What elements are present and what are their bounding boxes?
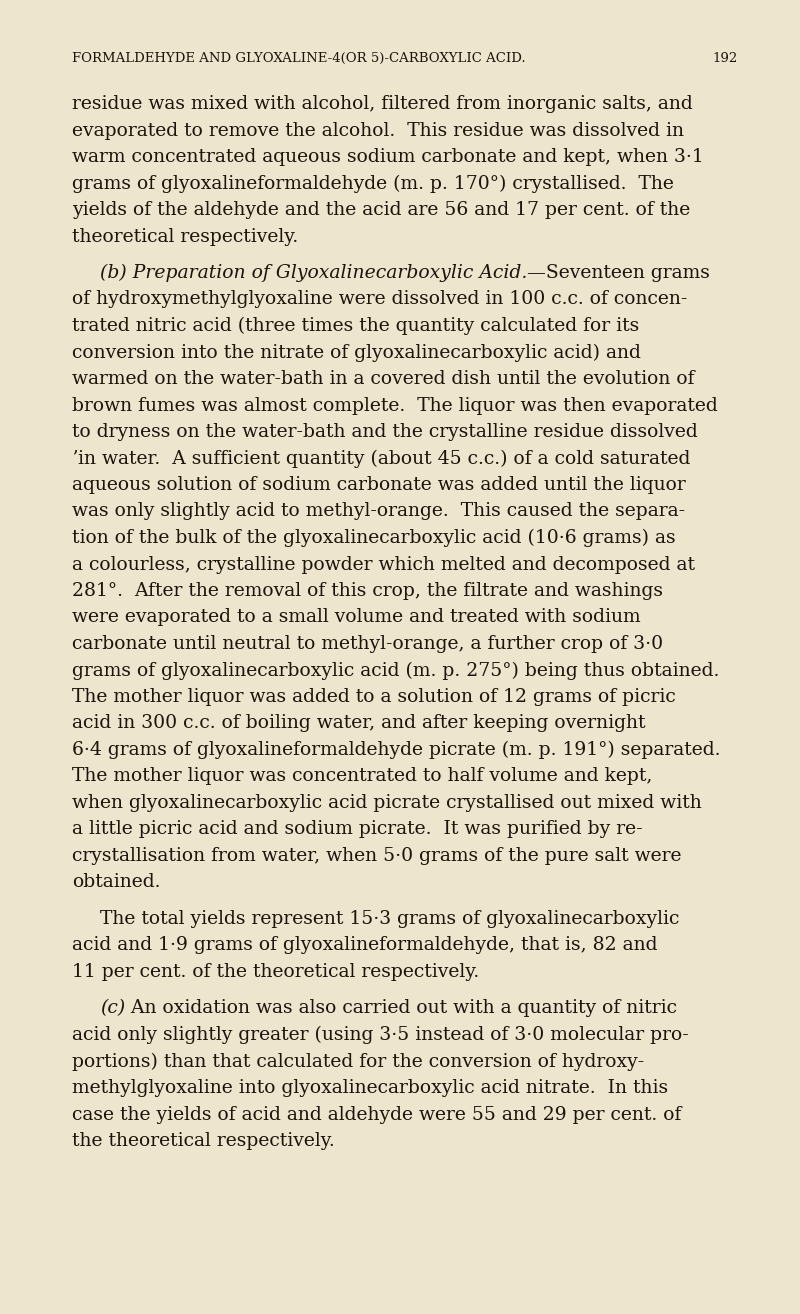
Text: grams of glyoxalineformaldehyde (m. p. 170°) crystallised.  The: grams of glyoxalineformaldehyde (m. p. 1… xyxy=(72,175,674,193)
Text: crystallisation from water, when 5·0 grams of the pure salt were: crystallisation from water, when 5·0 gra… xyxy=(72,848,682,865)
Text: acid in 300 c.c. of boiling water, and after keeping overnight: acid in 300 c.c. of boiling water, and a… xyxy=(72,715,646,732)
Text: warmed on the water-bath in a covered dish until the evolution of: warmed on the water-bath in a covered di… xyxy=(72,371,694,388)
Text: grams of glyoxalinecarboxylic acid (m. p. 275°) being thus obtained.: grams of glyoxalinecarboxylic acid (m. p… xyxy=(72,661,719,679)
Text: brown fumes was almost complete.  The liquor was then evaporated: brown fumes was almost complete. The liq… xyxy=(72,397,718,414)
Text: a colourless, crystalline powder which melted and decomposed at: a colourless, crystalline powder which m… xyxy=(72,556,695,573)
Text: conversion into the nitrate of glyoxalinecarboxylic acid) and: conversion into the nitrate of glyoxalin… xyxy=(72,343,641,361)
Text: warm concentrated aqueous sodium carbonate and kept, when 3·1: warm concentrated aqueous sodium carbona… xyxy=(72,148,704,166)
Text: 6·4 grams of glyoxalineformaldehyde picrate (m. p. 191°) separated.: 6·4 grams of glyoxalineformaldehyde picr… xyxy=(72,741,721,759)
Text: acid and 1·9 grams of glyoxalineformaldehyde, that is, 82 and: acid and 1·9 grams of glyoxalineformalde… xyxy=(72,937,658,954)
Text: FORMALDEHYDE AND GLYOXALINE-4(OR 5)-CARBOXYLIC ACID.: FORMALDEHYDE AND GLYOXALINE-4(OR 5)-CARB… xyxy=(72,53,526,64)
Text: yields of the aldehyde and the acid are 56 and 17 per cent. of the: yields of the aldehyde and the acid are … xyxy=(72,201,690,219)
Text: methylglyoxaline into glyoxalinecarboxylic acid nitrate.  In this: methylglyoxaline into glyoxalinecarboxyl… xyxy=(72,1079,668,1097)
Text: the theoretical respectively.: the theoretical respectively. xyxy=(72,1131,334,1150)
Text: The total yields represent 15·3 grams of glyoxalinecarboxylic: The total yields represent 15·3 grams of… xyxy=(100,911,679,928)
Text: was only slightly acid to methyl-orange.  This caused the separa-: was only slightly acid to methyl-orange.… xyxy=(72,502,685,520)
Text: carbonate until neutral to methyl-orange, a further crop of 3·0: carbonate until neutral to methyl-orange… xyxy=(72,635,663,653)
Text: ʼin water.  A sufficient quantity (about 45 c.c.) of a cold saturated: ʼin water. A sufficient quantity (about … xyxy=(72,449,690,468)
Text: aqueous solution of sodium carbonate was added until the liquor: aqueous solution of sodium carbonate was… xyxy=(72,476,686,494)
Text: obtained.: obtained. xyxy=(72,874,161,891)
Text: An oxidation was also carried out with a quantity of nitric: An oxidation was also carried out with a… xyxy=(126,1000,678,1017)
Text: theoretical respectively.: theoretical respectively. xyxy=(72,227,298,246)
Text: trated nitric acid (three times the quantity calculated for its: trated nitric acid (three times the quan… xyxy=(72,317,639,335)
Text: 192: 192 xyxy=(713,53,738,64)
Text: portions) than that calculated for the conversion of hydroxy-: portions) than that calculated for the c… xyxy=(72,1053,644,1071)
Text: —Seventeen grams: —Seventeen grams xyxy=(527,264,710,283)
Text: residue was mixed with alcohol, filtered from inorganic salts, and: residue was mixed with alcohol, filtered… xyxy=(72,95,693,113)
Text: case the yields of acid and aldehyde were 55 and 29 per cent. of: case the yields of acid and aldehyde wer… xyxy=(72,1105,682,1123)
Text: The mother liquor was added to a solution of 12 grams of picric: The mother liquor was added to a solutio… xyxy=(72,689,676,706)
Text: (c): (c) xyxy=(100,1000,126,1017)
Text: a little picric acid and sodium picrate.  It was purified by re-: a little picric acid and sodium picrate.… xyxy=(72,820,642,838)
Text: acid only slightly greater (using 3·5 instead of 3·0 molecular pro-: acid only slightly greater (using 3·5 in… xyxy=(72,1026,689,1045)
Text: tion of the bulk of the glyoxalinecarboxylic acid (10·6 grams) as: tion of the bulk of the glyoxalinecarbox… xyxy=(72,530,676,547)
Text: The mother liquor was concentrated to half volume and kept,: The mother liquor was concentrated to ha… xyxy=(72,767,652,786)
Text: 281°.  After the removal of this crop, the filtrate and washings: 281°. After the removal of this crop, th… xyxy=(72,582,663,600)
Text: were evaporated to a small volume and treated with sodium: were evaporated to a small volume and tr… xyxy=(72,608,641,627)
Text: 11 per cent. of the theoretical respectively.: 11 per cent. of the theoretical respecti… xyxy=(72,963,479,982)
Text: (b) Preparation of Glyoxalinecarboxylic Acid.: (b) Preparation of Glyoxalinecarboxylic … xyxy=(100,264,527,283)
Text: when glyoxalinecarboxylic acid picrate crystallised out mixed with: when glyoxalinecarboxylic acid picrate c… xyxy=(72,794,702,812)
Text: of hydroxymethylglyoxaline were dissolved in 100 c.c. of concen-: of hydroxymethylglyoxaline were dissolve… xyxy=(72,290,687,309)
Text: to dryness on the water-bath and the crystalline residue dissolved: to dryness on the water-bath and the cry… xyxy=(72,423,698,442)
Text: evaporated to remove the alcohol.  This residue was dissolved in: evaporated to remove the alcohol. This r… xyxy=(72,121,684,139)
